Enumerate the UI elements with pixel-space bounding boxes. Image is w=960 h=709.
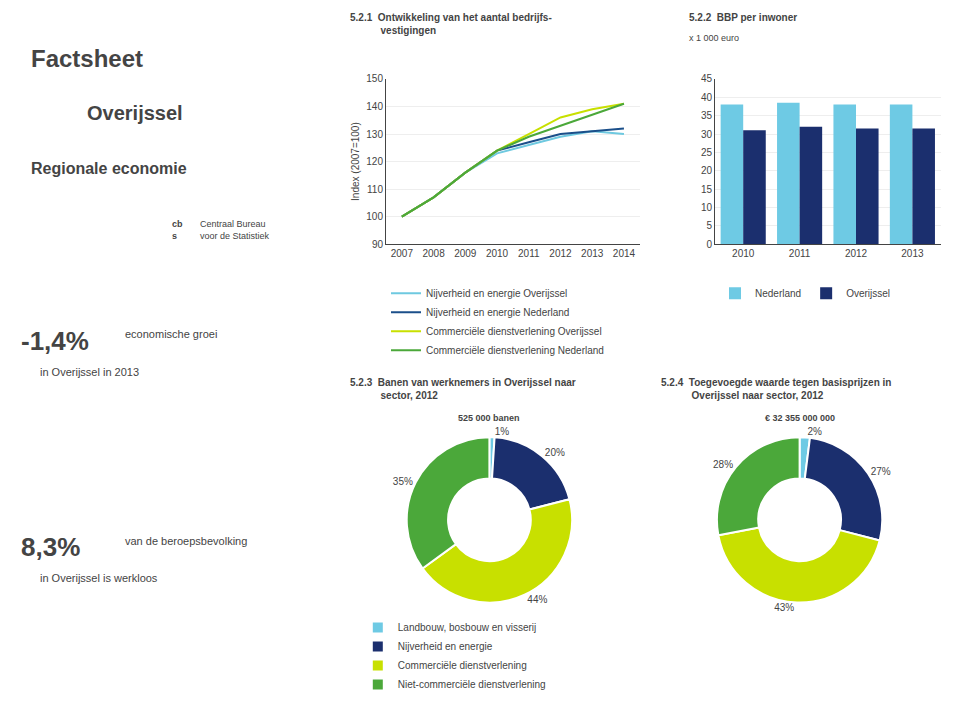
svg-text:5.2.2 BBP per inwoner: 5.2.2 BBP per inwoner (689, 12, 797, 23)
svg-text:Factsheet: Factsheet (31, 45, 143, 72)
svg-text:van de beroepsbevolking: van de beroepsbevolking (125, 535, 247, 547)
svg-text:5.2.4 Toegevoegde waarde tege: 5.2.4 Toegevoegde waarde tegen basisprij… (661, 377, 891, 401)
svg-text:2008: 2008 (422, 248, 445, 259)
svg-text:20%: 20% (545, 447, 565, 458)
svg-text:Nijverheid en energie Overijss: Nijverheid en energie Overijssel (426, 288, 567, 299)
svg-text:2012: 2012 (845, 248, 868, 259)
svg-text:x 1 000 euro: x 1 000 euro (689, 33, 739, 43)
svg-text:Overijssel: Overijssel (87, 102, 183, 124)
svg-text:8,3%: 8,3% (21, 532, 80, 562)
svg-text:25: 25 (701, 147, 713, 158)
svg-text:Commerciële dienstverlening Ne: Commerciële dienstverlening Nederland (426, 345, 604, 356)
svg-text:Nijverheid en energie Nederlan: Nijverheid en energie Nederland (426, 307, 569, 318)
svg-text:43%: 43% (774, 602, 794, 613)
svg-text:2013: 2013 (581, 248, 604, 259)
svg-text:45: 45 (701, 73, 713, 84)
svg-text:economische groei: economische groei (125, 328, 217, 340)
svg-text:Commerciële dienstverlening: Commerciële dienstverlening (398, 660, 527, 671)
svg-text:in Overijssel is werkloos: in Overijssel is werkloos (40, 572, 158, 584)
svg-text:€ 32 355 000 000: € 32 355 000 000 (765, 413, 835, 423)
svg-text:35%: 35% (393, 476, 413, 487)
svg-text:in Overijssel in 2013: in Overijssel in 2013 (40, 366, 139, 378)
svg-text:Centraal Bureauvoor de Statist: Centraal Bureauvoor de Statistiek (200, 219, 270, 241)
svg-text:150: 150 (366, 73, 383, 84)
svg-text:Nijverheid en energie: Nijverheid en energie (398, 641, 493, 652)
svg-text:130: 130 (366, 129, 383, 140)
svg-text:110: 110 (367, 184, 383, 195)
svg-text:2010: 2010 (732, 248, 755, 259)
svg-text:0: 0 (706, 239, 712, 250)
svg-text:2012: 2012 (549, 248, 572, 259)
svg-text:90: 90 (372, 239, 384, 250)
svg-text:Index (2007=100): Index (2007=100) (350, 122, 361, 201)
svg-text:120: 120 (366, 156, 383, 167)
svg-text:2013: 2013 (901, 248, 924, 259)
svg-text:2009: 2009 (454, 248, 477, 259)
svg-text:2011: 2011 (518, 248, 540, 259)
svg-text:2%: 2% (808, 426, 823, 437)
svg-text:27%: 27% (871, 466, 891, 477)
svg-text:15: 15 (701, 184, 713, 195)
svg-text:2011: 2011 (789, 248, 811, 259)
svg-text:Nederland: Nederland (755, 288, 801, 299)
svg-text:2007: 2007 (391, 248, 414, 259)
svg-text:Commerciële dienstverlening Ov: Commerciële dienstverlening Overijssel (426, 326, 602, 337)
svg-text:44%: 44% (527, 594, 547, 605)
svg-text:30: 30 (701, 129, 713, 140)
svg-text:5.2.1 Ontwikkeling van het aa: 5.2.1 Ontwikkeling van het aantal bedrij… (350, 12, 552, 36)
svg-text:2010: 2010 (486, 248, 509, 259)
svg-text:5.2.3 Banen van werknemers in: 5.2.3 Banen van werknemers in Overijssel… (350, 377, 576, 401)
svg-text:10: 10 (701, 202, 713, 213)
svg-text:-1,4%: -1,4% (21, 326, 89, 356)
svg-text:28%: 28% (713, 459, 733, 470)
svg-text:Overijssel: Overijssel (846, 288, 890, 299)
svg-text:Regionale economie: Regionale economie (31, 160, 187, 177)
svg-text:Niet-commerciële dienstverleni: Niet-commerciële dienstverlening (398, 679, 546, 690)
svg-text:5: 5 (706, 220, 712, 231)
svg-text:1%: 1% (495, 426, 510, 437)
svg-text:525 000 banen: 525 000 banen (458, 413, 520, 423)
svg-text:20: 20 (701, 165, 713, 176)
svg-text:100: 100 (366, 211, 383, 222)
svg-text:40: 40 (701, 92, 713, 103)
svg-text:cbs: cbs (172, 219, 183, 241)
svg-text:35: 35 (701, 110, 713, 121)
svg-text:Landbouw, bosbouw en visserij: Landbouw, bosbouw en visserij (398, 622, 536, 633)
svg-text:2014: 2014 (613, 248, 636, 259)
svg-text:140: 140 (366, 101, 383, 112)
